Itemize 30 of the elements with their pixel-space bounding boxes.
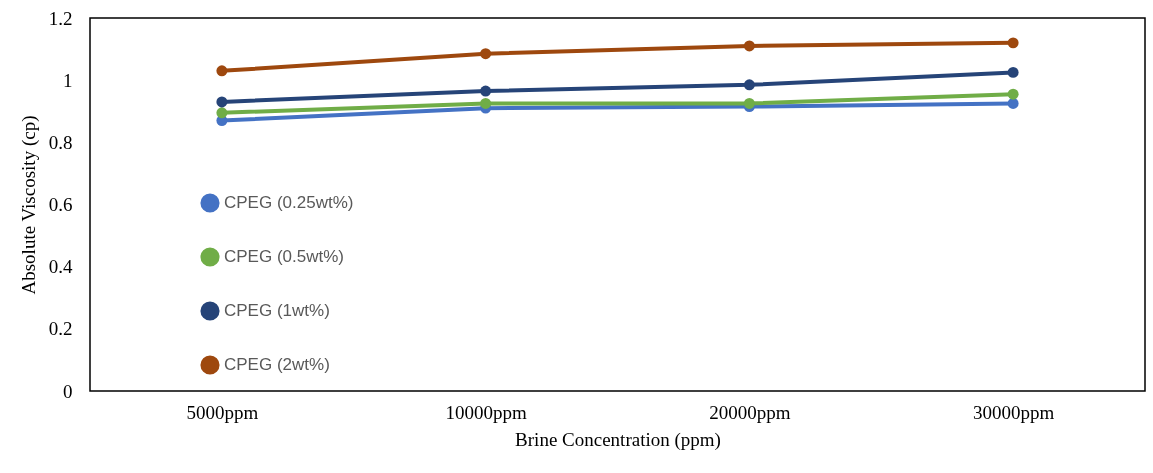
y-tick-label: 1.2 (48, 7, 73, 29)
y-tick-label: 0.4 (48, 256, 73, 278)
point (1007, 88, 1019, 100)
point (216, 96, 228, 108)
point (1007, 66, 1019, 78)
x-tick-label: 30000ppm (972, 401, 1055, 423)
legend-label: CPEG (0.5wt%) (224, 247, 344, 266)
point (743, 98, 755, 109)
point (1007, 37, 1019, 49)
x-tick-label: 5000ppm (186, 401, 259, 423)
point (1007, 98, 1019, 109)
point (480, 48, 492, 60)
y-axis-title: Absolute Viscosity (cp) (17, 115, 40, 295)
point (743, 79, 755, 91)
y-tick-label: 0.6 (48, 194, 73, 215)
legend-label: CPEG (2wt%) (224, 355, 330, 374)
x-tick-label: 20000ppm (709, 401, 791, 423)
y-tick-label: 0.2 (48, 318, 73, 340)
legend-label: CPEG (0.25wt%) (224, 193, 354, 212)
y-tick-label: 0.8 (48, 131, 73, 153)
point (216, 107, 228, 119)
y-tick-label: 0 (63, 380, 73, 402)
legend-label: CPEG (1wt%) (224, 301, 330, 320)
point (480, 85, 492, 97)
point (743, 40, 755, 52)
x-axis-title: Brine Concentration (ppm) (515, 428, 721, 451)
point (480, 98, 492, 109)
x-tick-label: 10000ppm (445, 401, 527, 423)
y-tick-label: 1 (63, 69, 73, 91)
point (216, 65, 228, 77)
